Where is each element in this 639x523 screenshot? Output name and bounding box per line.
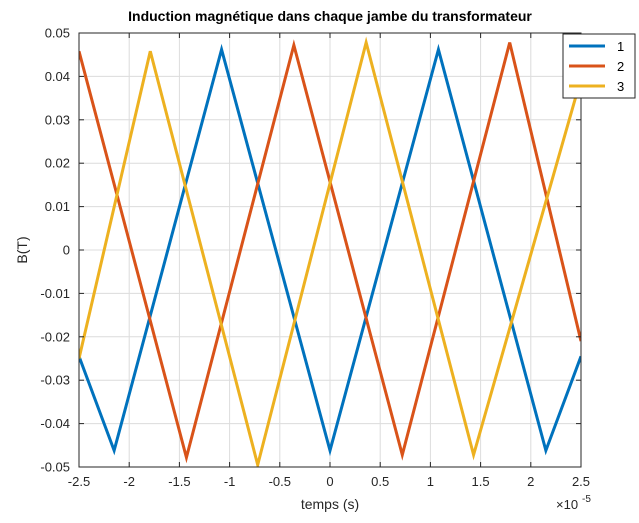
y-tick-label: -0.02	[40, 329, 70, 344]
series-line-2	[79, 39, 581, 464]
series-layer	[79, 36, 581, 467]
x-tick-label: 0.5	[371, 474, 389, 489]
legend-label: 2	[617, 59, 624, 74]
y-tick-label: 0.02	[45, 156, 70, 171]
x-exponent-power: -5	[582, 494, 591, 505]
y-tick-label: -0.03	[40, 373, 70, 388]
x-tick-label: -1	[224, 474, 236, 489]
y-tick-label: 0.05	[45, 26, 70, 41]
y-tick-label: 0	[63, 243, 70, 258]
legend-label: 1	[617, 39, 624, 54]
legend-item-2[interactable]: 2	[569, 59, 624, 74]
x-tick-label: -2.5	[68, 474, 90, 489]
series-line-3	[79, 36, 581, 467]
x-tick-label: -2	[123, 474, 135, 489]
x-tick-label: 2.5	[572, 474, 590, 489]
x-tick-label: -0.5	[269, 474, 291, 489]
y-tick-label: -0.01	[40, 286, 70, 301]
chart-title: Induction magnétique dans chaque jambe d…	[128, 8, 532, 24]
y-tick-label: 0.04	[45, 69, 70, 84]
y-tick-label: -0.04	[40, 416, 70, 431]
legend-label: 3	[617, 79, 624, 94]
x-tick-label: 1.5	[472, 474, 490, 489]
legend-item-1[interactable]: 1	[569, 39, 624, 54]
x-axis-label: temps (s)	[301, 496, 359, 512]
x-tick-label: 1	[427, 474, 434, 489]
y-tick-label: -0.05	[40, 460, 70, 475]
y-tick-label: 0.03	[45, 112, 70, 127]
x-axis-exponent: ×10 -5	[556, 494, 591, 512]
legend-item-3[interactable]: 3	[569, 79, 624, 94]
series-line-1	[79, 43, 581, 457]
ticks: -2.5 -2 -1.5 -1 -0.5 0 0.5 1 1.5 2 2.5 0.05 0.04 0.03…	[40, 26, 590, 490]
legend[interactable]: 1 2 3	[562, 33, 636, 99]
y-axis-label: B(T)	[14, 236, 30, 263]
y-tick-label: 0.01	[45, 199, 70, 214]
x-tick-label: 0	[326, 474, 333, 489]
x-tick-label: 2	[527, 474, 534, 489]
x-exponent-base: ×10	[556, 497, 578, 512]
x-tick-label: -1.5	[168, 474, 190, 489]
